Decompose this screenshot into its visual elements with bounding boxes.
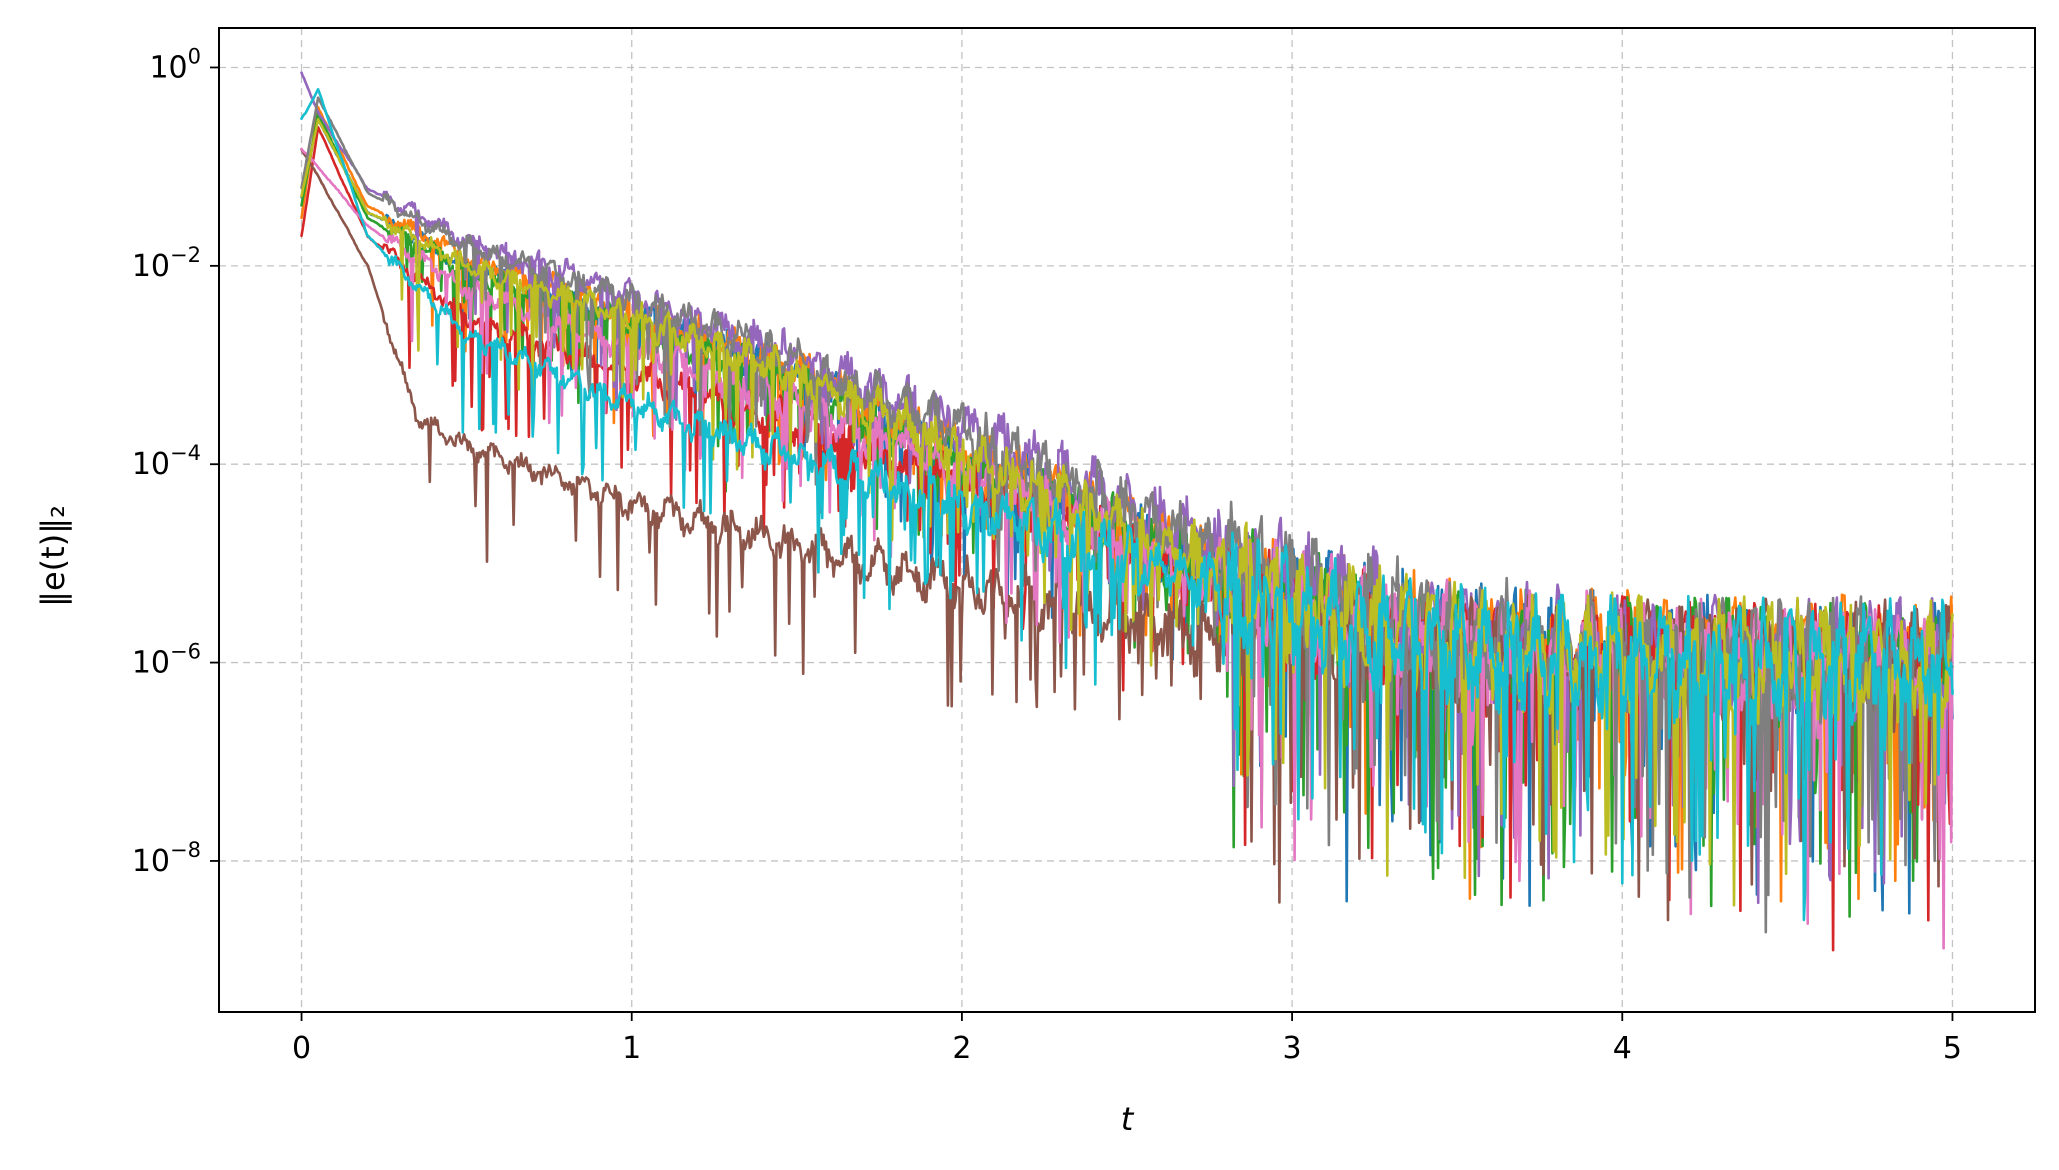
grid-lines [219, 28, 2035, 1012]
x-tick-label: 2 [952, 1031, 971, 1066]
x-tick-label: 5 [1943, 1031, 1962, 1066]
y-tick-label: 10−4 [132, 441, 201, 482]
x-axis-label: t [1121, 1100, 1135, 1138]
x-tick-label: 3 [1283, 1031, 1302, 1066]
series-line-8 [300, 96, 1954, 934]
y-axis-label: ‖e(t)‖₂ [34, 505, 72, 607]
x-tick-label: 1 [622, 1031, 641, 1066]
axes: 0 1 2 3 4 5 100 10−2 10−4 10−6 10−8 [132, 27, 2036, 1066]
y-tick-label: 10−2 [132, 243, 201, 284]
y-tick-label: 100 [149, 44, 201, 85]
y-tick-label: 10−8 [132, 838, 201, 879]
x-tick-label: 0 [292, 1031, 311, 1066]
plot-area [300, 71, 1954, 952]
y-tick-label: 10−6 [132, 640, 201, 681]
x-tick-label: 4 [1613, 1031, 1632, 1066]
axes-frame [218, 27, 2036, 1013]
series-line-10 [300, 88, 1954, 922]
